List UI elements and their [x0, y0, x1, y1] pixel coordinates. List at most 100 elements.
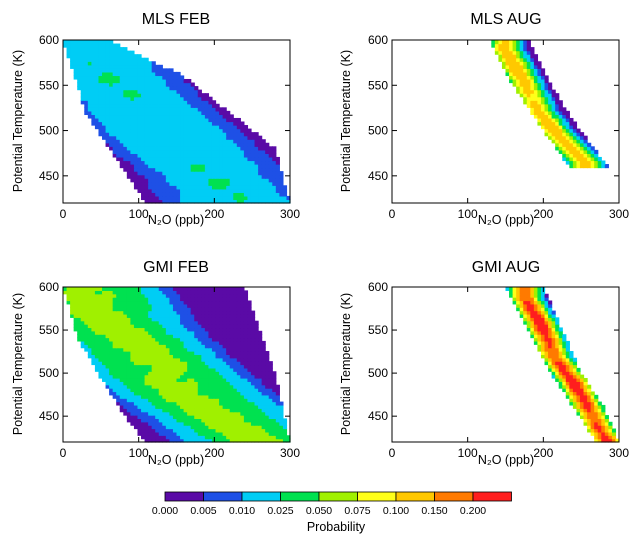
contour-cell: [137, 171, 142, 176]
contour-cell: [123, 50, 128, 55]
colorbar-tick-label: 0.005: [190, 505, 216, 517]
contour-cell: [155, 327, 160, 332]
contour-cell: [123, 114, 128, 119]
contour-cell: [240, 290, 245, 295]
contour-cell: [219, 320, 224, 325]
contour-cell: [516, 290, 521, 295]
contour-cell: [268, 391, 273, 396]
contour-cell: [258, 361, 263, 366]
contour-cell: [172, 435, 178, 440]
contour-cell: [519, 50, 524, 55]
contour-cell: [548, 317, 553, 322]
contour-cell: [204, 188, 210, 193]
contour-cell: [243, 297, 249, 302]
y-axis-label: Potential Temperature (K): [339, 293, 353, 435]
contour-cell: [258, 435, 263, 440]
contour-cell: [91, 57, 96, 62]
contour-cell: [258, 347, 263, 352]
contour-cell: [540, 327, 546, 332]
contour-cell: [268, 167, 273, 172]
contour-cell: [233, 293, 238, 298]
contour-cell: [219, 188, 224, 193]
contour-cell: [261, 351, 266, 355]
contour-cell: [509, 40, 514, 45]
contour-cell: [197, 135, 202, 140]
contour-cell: [172, 149, 178, 154]
contour-cell: [137, 100, 142, 105]
contour-cell: [162, 313, 167, 318]
contour-cell: [162, 110, 167, 116]
contour-cell: [183, 96, 188, 101]
contour-cell: [187, 357, 192, 362]
contour-cell: [229, 317, 234, 322]
contour-cell: [243, 199, 249, 204]
contour-cell: [275, 164, 280, 169]
contour-cell: [254, 199, 259, 204]
contour-cell: [158, 334, 163, 339]
contour-cell: [158, 327, 163, 332]
contour-cell: [172, 327, 178, 332]
contour-cell: [162, 401, 167, 406]
contour-cell: [197, 344, 202, 349]
contour-cell: [583, 164, 588, 169]
contour-cell: [169, 195, 174, 201]
contour-cell: [261, 374, 266, 379]
contour-cell: [169, 82, 174, 87]
contour-cell: [565, 371, 570, 376]
contour-cell: [569, 125, 574, 130]
contour-cell: [583, 377, 588, 382]
contour-cell: [261, 153, 266, 158]
contour-cell: [537, 68, 542, 73]
contour-cell: [112, 50, 117, 55]
contour-cell: [208, 188, 213, 193]
contour-cell: [105, 142, 110, 147]
contour-cell: [501, 50, 507, 55]
contour-cell: [148, 300, 153, 305]
contour-cell: [176, 195, 181, 201]
contour-cell: [190, 192, 195, 197]
contour-cell: [222, 114, 227, 119]
contour-cell: [162, 75, 167, 80]
contour-cell: [247, 364, 252, 369]
contour-cell: [116, 50, 121, 55]
contour-cell: [530, 47, 535, 52]
contour-cell: [123, 96, 128, 101]
contour-cell: [226, 408, 231, 413]
plot-frame: [391, 286, 620, 443]
contour-cell: [98, 128, 103, 133]
contour-cell: [123, 103, 128, 108]
contour-cell: [80, 330, 85, 335]
contour-cell: [148, 149, 153, 154]
contour-cell: [102, 96, 107, 101]
contour-cell: [126, 71, 131, 77]
contour-cell: [537, 110, 542, 116]
contour-cell: [137, 351, 142, 355]
contour-cell: [215, 418, 220, 423]
contour-cell: [169, 438, 174, 443]
contour-cell: [565, 374, 570, 379]
contour-cell: [73, 71, 78, 77]
contour-cell: [594, 394, 599, 399]
contour-cell: [551, 330, 556, 335]
contour-cell: [137, 185, 142, 190]
contour-cell: [243, 142, 249, 147]
contour-cell: [109, 374, 114, 379]
contour-cell: [215, 415, 220, 420]
contour-cell: [176, 408, 181, 413]
contour-cell: [222, 435, 227, 440]
contour-cell: [165, 404, 171, 409]
contour-cell: [537, 290, 542, 295]
contour-cell: [562, 142, 567, 147]
contour-cell: [141, 139, 146, 144]
colorbar-swatch: [434, 491, 474, 502]
contour-cell: [258, 398, 263, 403]
contour-cell: [84, 334, 89, 339]
contour-cell: [183, 303, 188, 308]
contour-cell: [119, 117, 124, 123]
contour-cell: [243, 290, 249, 295]
contour-cell: [165, 435, 171, 440]
contour-cell: [66, 54, 71, 59]
contour-cell: [211, 428, 217, 433]
contour-cell: [144, 287, 149, 291]
contour-cell: [148, 411, 153, 416]
